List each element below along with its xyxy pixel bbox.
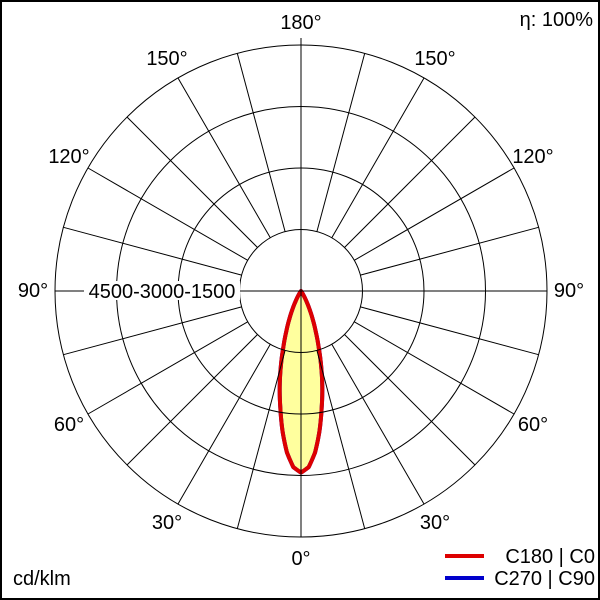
- spoke-line: [360, 226, 539, 276]
- angle-label-150-left: 150°: [146, 48, 187, 70]
- spoke-line: [177, 77, 271, 238]
- spoke-line: [126, 116, 258, 248]
- spoke-line: [360, 306, 539, 356]
- spoke-line: [126, 334, 258, 466]
- legend: C180 | C0 C270 | C90: [445, 546, 595, 590]
- spoke-line: [87, 167, 248, 261]
- polar-grid: [54, 38, 548, 538]
- spoke-line: [63, 226, 242, 276]
- spoke-line: [354, 167, 515, 261]
- angle-label-0: 0°: [291, 548, 310, 570]
- unit-label: cd/klm: [13, 568, 71, 590]
- spoke-line: [354, 321, 515, 415]
- spoke-line: [331, 77, 425, 238]
- spoke-line: [316, 53, 366, 232]
- radial-scale-group: 4500-3000-1500: [84, 281, 240, 303]
- legend-label-c180-c0: C180 | C0: [505, 546, 595, 568]
- spoke-line: [87, 321, 248, 415]
- angle-label-180: 180°: [280, 12, 321, 34]
- spoke-line: [236, 350, 286, 529]
- spoke-line: [344, 116, 476, 248]
- angle-label-60-right: 60°: [518, 414, 548, 436]
- angle-label-30-right: 30°: [420, 512, 450, 534]
- efficiency-label: η: 100%: [520, 9, 594, 31]
- angle-label-90-left: 90°: [18, 280, 48, 302]
- angle-label-150-right: 150°: [414, 48, 455, 70]
- scale-label-bg: [84, 281, 240, 300]
- radial-scale-label: 4500-3000-1500: [89, 281, 236, 303]
- angle-label-60-left: 60°: [54, 414, 84, 436]
- spoke-line: [236, 53, 286, 232]
- spoke-line: [331, 344, 425, 505]
- angle-label-30-left: 30°: [152, 512, 182, 534]
- angle-label-120-left: 120°: [48, 146, 89, 168]
- spoke-line: [344, 334, 476, 466]
- spoke-line: [63, 306, 242, 356]
- spoke-line: [177, 344, 271, 505]
- spoke-line: [316, 350, 366, 529]
- angle-label-90-right: 90°: [554, 280, 584, 302]
- legend-label-c270-c90: C270 | C90: [494, 568, 595, 590]
- angle-label-group: 0° 30° 30° 60° 60° 90° 90° 120° 120° 150° 150° 180°: [18, 12, 584, 570]
- angle-label-120-right: 120°: [512, 146, 553, 168]
